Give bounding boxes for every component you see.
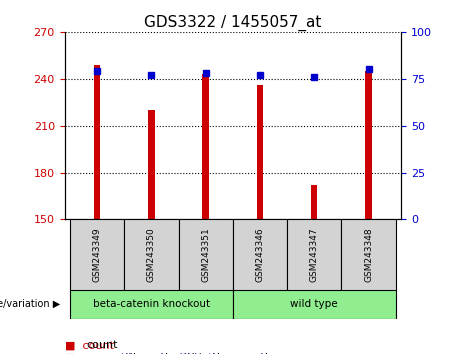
Bar bbox=[233, 219, 287, 290]
Bar bbox=[178, 219, 233, 290]
Bar bbox=[94, 65, 100, 219]
Text: count: count bbox=[87, 340, 118, 350]
Bar bbox=[287, 219, 341, 290]
Bar bbox=[311, 185, 318, 219]
Bar bbox=[202, 74, 209, 219]
Text: wild type: wild type bbox=[290, 299, 338, 309]
Title: GDS3322 / 1455057_at: GDS3322 / 1455057_at bbox=[144, 14, 321, 30]
Text: ■  percentile rank within the sample: ■ percentile rank within the sample bbox=[65, 353, 270, 354]
Text: GSM243351: GSM243351 bbox=[201, 228, 210, 282]
Text: beta-catenin knockout: beta-catenin knockout bbox=[93, 299, 210, 309]
Bar bbox=[148, 110, 154, 219]
Text: GSM243350: GSM243350 bbox=[147, 228, 156, 282]
Text: genotype/variation ▶: genotype/variation ▶ bbox=[0, 299, 60, 309]
Text: ■  count: ■ count bbox=[65, 340, 113, 350]
Bar bbox=[257, 85, 263, 219]
Bar bbox=[365, 71, 372, 219]
Bar bbox=[341, 219, 396, 290]
Bar bbox=[233, 290, 396, 319]
Bar bbox=[70, 219, 124, 290]
Text: GSM243348: GSM243348 bbox=[364, 228, 373, 282]
Bar bbox=[124, 219, 178, 290]
Bar bbox=[70, 290, 233, 319]
Text: GSM243347: GSM243347 bbox=[310, 228, 319, 282]
Text: GSM243346: GSM243346 bbox=[255, 228, 265, 282]
Text: percentile rank within the sample: percentile rank within the sample bbox=[87, 353, 275, 354]
Text: GSM243349: GSM243349 bbox=[93, 228, 101, 282]
